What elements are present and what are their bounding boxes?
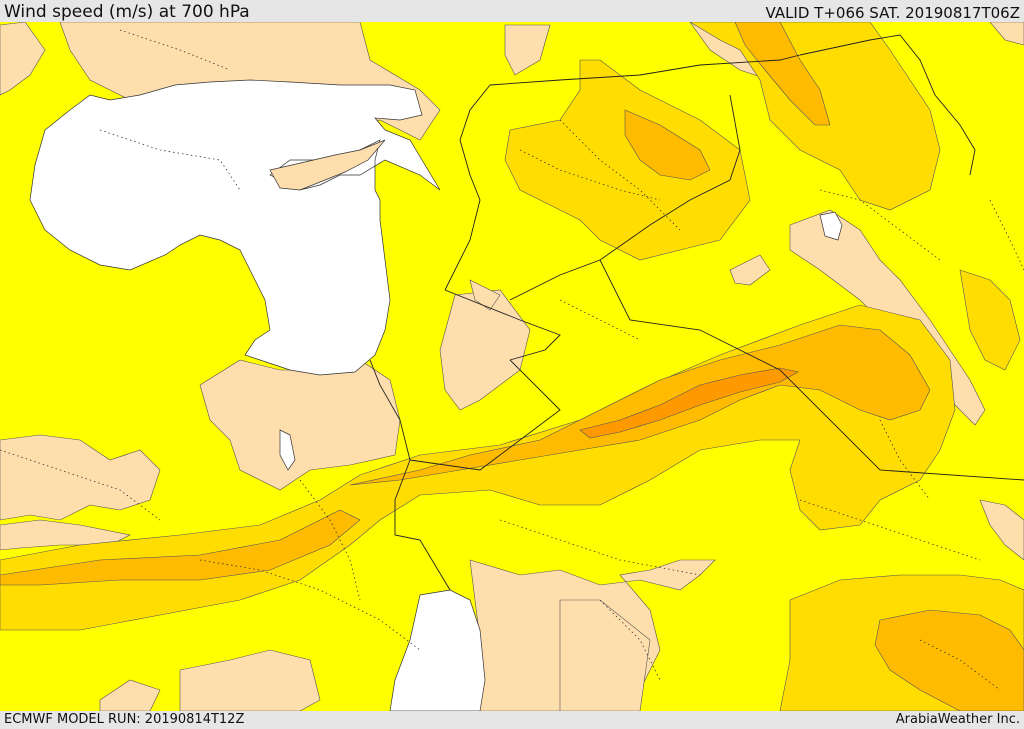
strong-wind-areas (0, 22, 1024, 711)
credit-label: ArabiaWeather Inc. (895, 712, 1020, 727)
model-run-label: ECMWF MODEL RUN: 20190814T12Z (4, 712, 245, 727)
wind-speed-map (0, 22, 1024, 711)
header-bar (0, 0, 1024, 22)
country-borders (369, 34, 1024, 591)
map-title: Wind speed (m/s) at 700 hPa (4, 2, 250, 22)
sea-areas (29, 79, 843, 711)
cyprus-island (269, 139, 386, 191)
province-lines (0, 29, 1024, 691)
map-canvas (0, 22, 1024, 711)
valid-time: VALID T+066 SAT. 20190817T06Z (765, 4, 1020, 22)
footer-bar (0, 711, 1024, 729)
max-wind-core (579, 367, 799, 439)
